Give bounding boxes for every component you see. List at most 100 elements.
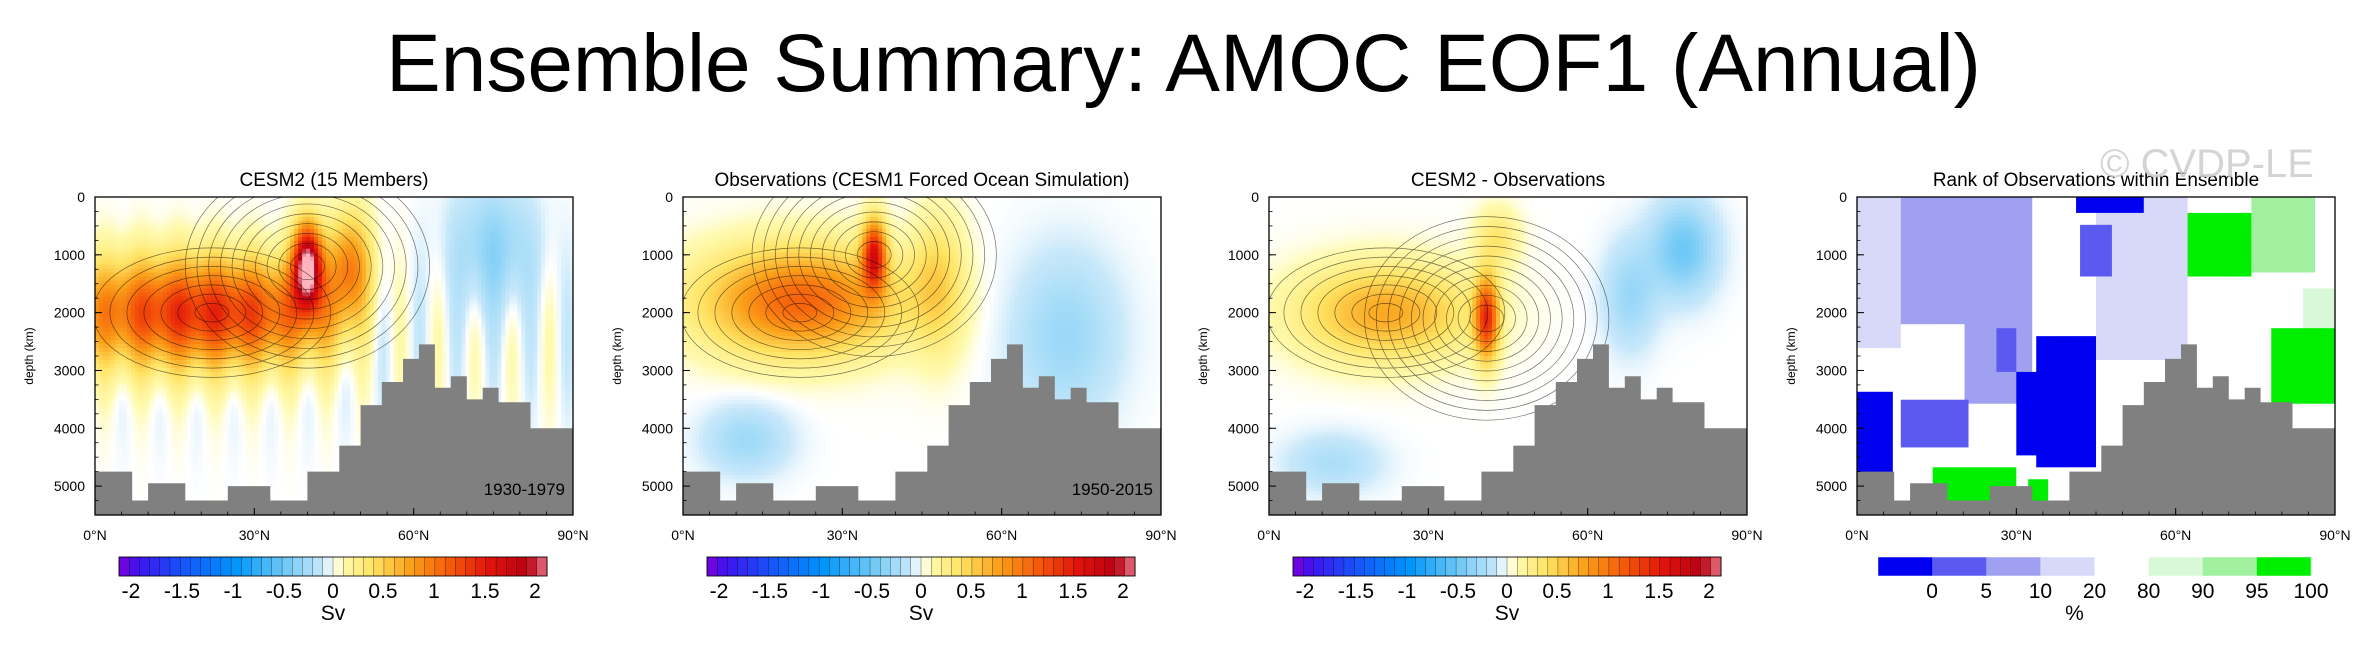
field-cell [142, 252, 148, 258]
field-cell [341, 300, 347, 305]
field-cell [98, 300, 104, 305]
field-cell [218, 439, 224, 445]
field-cell [178, 340, 184, 345]
field-cell [130, 356, 136, 361]
field-cell [298, 332, 303, 337]
field-cell [254, 216, 259, 222]
field-cell [258, 371, 263, 377]
field-cell [118, 220, 124, 226]
field-cell [294, 451, 299, 456]
field-cell [122, 340, 128, 345]
field-cell [334, 463, 339, 468]
field-cell [286, 324, 291, 329]
field-cell [270, 232, 275, 238]
field-cell [214, 487, 220, 492]
field-cell [314, 320, 319, 325]
field-cell [282, 332, 287, 337]
field-cell [198, 435, 204, 441]
field-cell [206, 371, 212, 377]
field-cell [334, 379, 339, 385]
field-cell [266, 260, 271, 266]
field-cell [230, 387, 236, 393]
field-cell [262, 336, 267, 341]
field-cell [110, 220, 116, 226]
field-cell [202, 204, 208, 210]
field-cell [294, 419, 299, 425]
field-cell [126, 340, 132, 345]
field-cell [266, 403, 271, 409]
field-cell [290, 471, 295, 476]
field-cell [286, 292, 291, 297]
field-cell [250, 216, 255, 222]
field-cell [178, 367, 184, 373]
field-cell [314, 447, 319, 453]
field-cell [310, 272, 315, 278]
field-cell [122, 312, 128, 317]
field-cell [95, 375, 100, 381]
field-cell [230, 395, 236, 401]
field-cell [230, 312, 236, 317]
field-cell [242, 471, 247, 476]
field-cell [102, 216, 108, 222]
field-cell [138, 264, 144, 270]
field-cell [278, 419, 283, 425]
field-cell [202, 284, 208, 290]
field-cell [254, 244, 259, 250]
field-cell [214, 411, 220, 417]
field-cell [126, 415, 132, 421]
field-cell [226, 407, 232, 413]
field-cell [298, 483, 303, 488]
field-cell [270, 359, 275, 365]
field-cell [278, 371, 283, 377]
field-cell [230, 479, 236, 484]
field-cell [110, 371, 116, 377]
field-cell [194, 439, 200, 445]
field-cell [126, 363, 132, 369]
field-cell [182, 304, 188, 309]
field-cell [102, 280, 108, 286]
field-cell [242, 197, 247, 202]
field-cell [226, 391, 232, 397]
field-cell [198, 228, 204, 234]
field-cell [138, 447, 144, 453]
field-cell [190, 348, 196, 353]
field-cell [230, 467, 236, 472]
field-cell [258, 475, 263, 480]
field-cell [166, 272, 172, 278]
field-cell [110, 248, 116, 254]
field-cell [170, 228, 176, 234]
field-cell [254, 197, 259, 202]
field-cell [95, 407, 100, 413]
field-cell [337, 200, 343, 206]
field-cell [134, 228, 140, 234]
field-cell [150, 479, 156, 484]
field-cell [238, 479, 243, 484]
field-cell [322, 340, 327, 345]
field-cell [314, 367, 319, 373]
field-cell [250, 459, 255, 464]
field-cell [210, 232, 216, 238]
field-cell [182, 419, 188, 425]
field-cell [95, 280, 100, 286]
field-cell [242, 367, 247, 373]
field-cell [282, 391, 287, 397]
field-cell [142, 264, 148, 270]
field-cell [222, 367, 228, 373]
field-cell [282, 483, 287, 488]
field-cell [146, 395, 152, 401]
field-cell [202, 344, 208, 349]
field-cell [242, 387, 247, 393]
field-cell [106, 467, 112, 472]
field-cell [134, 435, 140, 441]
field-cell [154, 292, 160, 297]
field-cell [206, 344, 212, 349]
field-cell [302, 208, 307, 214]
field-cell [250, 367, 255, 373]
field-cell [174, 344, 180, 349]
field-cell [146, 216, 152, 222]
field-cell [246, 328, 251, 333]
field-cell [170, 280, 176, 286]
field-cell [341, 276, 347, 282]
field-cell [286, 252, 291, 258]
field-cell [286, 228, 291, 234]
